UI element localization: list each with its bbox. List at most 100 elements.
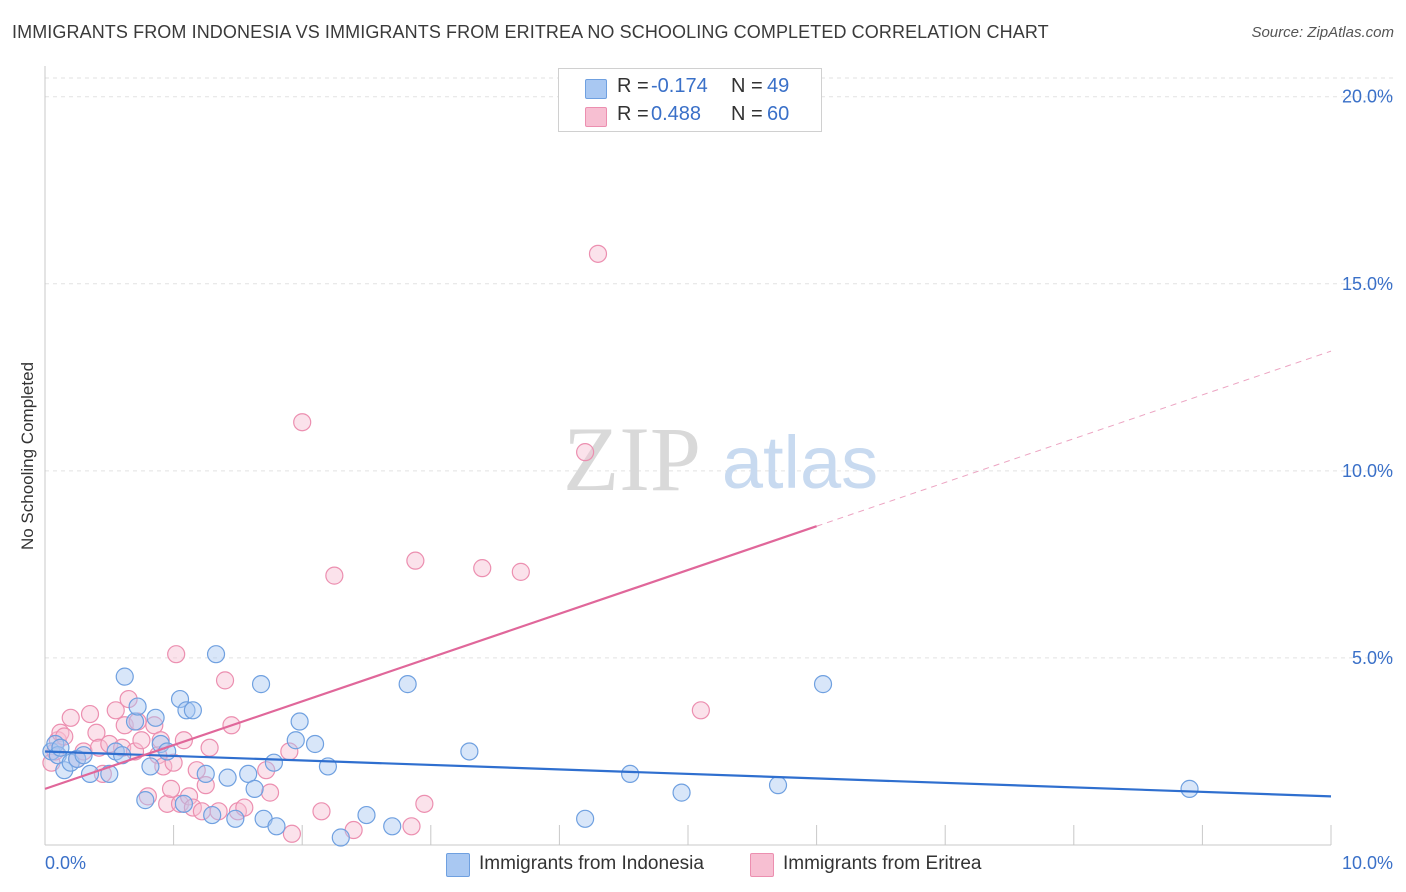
legend-label: Immigrants from Eritrea — [783, 853, 982, 874]
indonesia-point — [141, 757, 160, 776]
indonesia-swatch — [585, 79, 607, 99]
y-tick-label: 10.0% — [1342, 461, 1393, 481]
eritrea-point — [154, 757, 173, 776]
eritrea-point — [293, 413, 312, 432]
indonesia-point — [170, 689, 190, 709]
indonesia-point — [218, 768, 237, 787]
indonesia-point — [226, 809, 245, 828]
indonesia-point — [174, 794, 193, 813]
eritrea-point — [80, 704, 100, 724]
indonesia-point — [305, 734, 325, 754]
eritrea-point — [473, 559, 492, 578]
eritrea-point — [87, 723, 106, 742]
n-label: N = — [731, 103, 763, 125]
r-label: R = — [617, 75, 649, 97]
trend-lines — [44, 350, 1332, 798]
eritrea-point — [282, 824, 302, 843]
eritrea-point — [576, 443, 595, 462]
eritrea-point — [260, 783, 280, 802]
indonesia-point — [621, 764, 640, 784]
chart-title: IMMIGRANTS FROM INDONESIA VS IMMIGRANTS … — [12, 22, 1049, 42]
x-tick-label: 0.0% — [45, 853, 86, 873]
indonesia-point — [768, 776, 788, 795]
n-value: 49 — [767, 75, 790, 97]
eritrea-point — [325, 566, 344, 585]
r-label: R = — [617, 103, 649, 125]
correlation-legend: R = -0.174 N = 49 R = 0.488 N = 60 — [558, 68, 822, 132]
legend-row-indonesia: R = -0.174 N = 49 — [559, 71, 821, 101]
eritrea-trend-line — [44, 525, 817, 790]
r-value: -0.174 — [651, 75, 708, 97]
indonesia-point — [136, 791, 155, 810]
eritrea-point — [164, 753, 183, 772]
indonesia-point — [206, 645, 226, 664]
indonesia-point — [100, 764, 119, 784]
eritrea-point — [312, 802, 331, 821]
eritrea-point — [215, 671, 235, 690]
grid-lines — [45, 77, 1393, 659]
indonesia-point — [203, 805, 222, 825]
indonesia-point — [239, 764, 258, 784]
indonesia-point — [55, 761, 74, 780]
indonesia-point — [196, 764, 215, 784]
y-tick-label: 15.0% — [1342, 274, 1393, 294]
eritrea-point — [132, 731, 151, 750]
indonesia-point — [460, 742, 479, 761]
eritrea-points — [42, 244, 710, 843]
n-label: N = — [731, 75, 763, 97]
indonesia-point — [1180, 779, 1199, 798]
indonesia-point — [286, 731, 305, 750]
watermark: ZIP atlas — [563, 408, 878, 510]
x-tick-label: 10.0% — [1342, 853, 1393, 873]
eritrea-trend-line-extension — [816, 350, 1332, 527]
axes — [44, 66, 1332, 846]
eritrea-point — [167, 645, 186, 664]
indonesia-point — [245, 779, 264, 798]
indonesia-point — [51, 738, 70, 757]
watermark-atlas: atlas — [722, 421, 878, 504]
indonesia-point — [576, 809, 595, 828]
indonesia-points — [42, 645, 1199, 847]
eritrea-point — [511, 562, 530, 581]
eritrea-swatch — [585, 107, 607, 127]
indonesia-point — [177, 701, 196, 720]
y-tick-label: 20.0% — [1342, 87, 1393, 107]
eritrea-point — [257, 761, 276, 780]
indonesia-point — [183, 701, 202, 720]
indonesia-point — [267, 817, 286, 836]
eritrea-point — [174, 731, 193, 750]
watermark-zip: ZIP — [563, 408, 701, 510]
n-value: 60 — [767, 103, 790, 125]
eritrea-point — [161, 779, 181, 798]
eritrea-point — [106, 701, 125, 720]
indonesia-point — [74, 746, 93, 765]
indonesia-trend-line — [44, 750, 1332, 798]
indonesia-point — [383, 817, 402, 836]
legend-row-eritrea: R = 0.488 N = 60 — [559, 99, 821, 129]
eritrea-point — [145, 716, 164, 735]
indonesia-point — [264, 753, 284, 772]
legend-label: Immigrants from Indonesia — [479, 853, 704, 874]
indonesia-point — [813, 675, 833, 694]
eritrea-point — [200, 738, 219, 757]
eritrea-point — [61, 708, 80, 727]
eritrea-point — [691, 701, 710, 720]
indonesia-point — [128, 697, 147, 716]
eritrea-point — [415, 794, 434, 813]
eritrea-point — [406, 551, 425, 570]
eritrea-point — [402, 817, 421, 836]
indonesia-point — [357, 805, 376, 825]
indonesia-point — [146, 708, 165, 727]
indonesia-point — [251, 675, 271, 694]
eritrea-legend-swatch — [750, 853, 774, 877]
tick-labels: 5.0% 10.0% 15.0% 20.0% 0.0% 10.0% — [45, 87, 1393, 873]
indonesia-point — [672, 783, 691, 802]
indonesia-point — [115, 667, 134, 686]
y-tick-label: 5.0% — [1352, 648, 1393, 668]
indonesia-legend-swatch — [446, 853, 470, 877]
r-value: 0.488 — [651, 103, 702, 125]
indonesia-point — [125, 712, 145, 731]
source-label: Source: ZipAtlas.com — [1251, 24, 1394, 41]
indonesia-point — [290, 712, 309, 731]
